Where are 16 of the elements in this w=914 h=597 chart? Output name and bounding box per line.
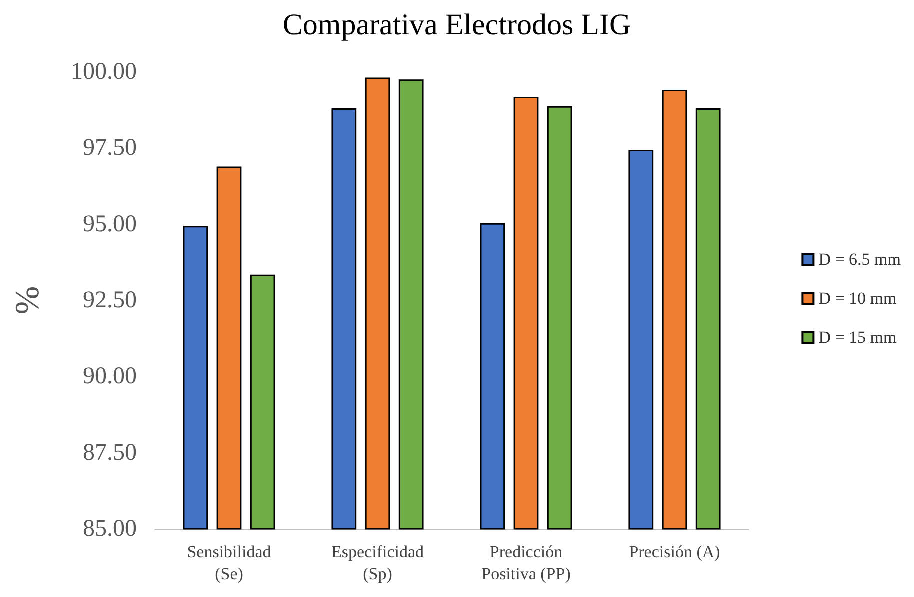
y-tick-label: 97.50 bbox=[83, 135, 137, 162]
y-tick-label: 90.00 bbox=[83, 364, 137, 390]
x-tick-label: Sensibilidad (Se) bbox=[187, 542, 272, 584]
x-tick-label: Predicción Positiva (PP) bbox=[482, 542, 571, 584]
y-axis-title: % bbox=[10, 286, 46, 315]
legend-label: D = 6.5 mm bbox=[818, 250, 901, 269]
y-tick-label: 92.50 bbox=[83, 288, 137, 314]
legend-label: D = 15 mm bbox=[818, 328, 897, 347]
chart-title: Comparativa Electrodos LIG bbox=[282, 8, 632, 42]
y-tick-label: 87.50 bbox=[83, 440, 137, 466]
y-tick-label: 95.00 bbox=[83, 211, 137, 238]
x-tick-label: Especificidad (Sp) bbox=[331, 542, 425, 584]
x-tick-label: Precisión (A) bbox=[629, 542, 720, 562]
y-tick-label: 100.00 bbox=[71, 59, 137, 85]
legend-label: D = 10 mm bbox=[818, 289, 897, 308]
y-tick-label: 85.00 bbox=[83, 516, 137, 542]
